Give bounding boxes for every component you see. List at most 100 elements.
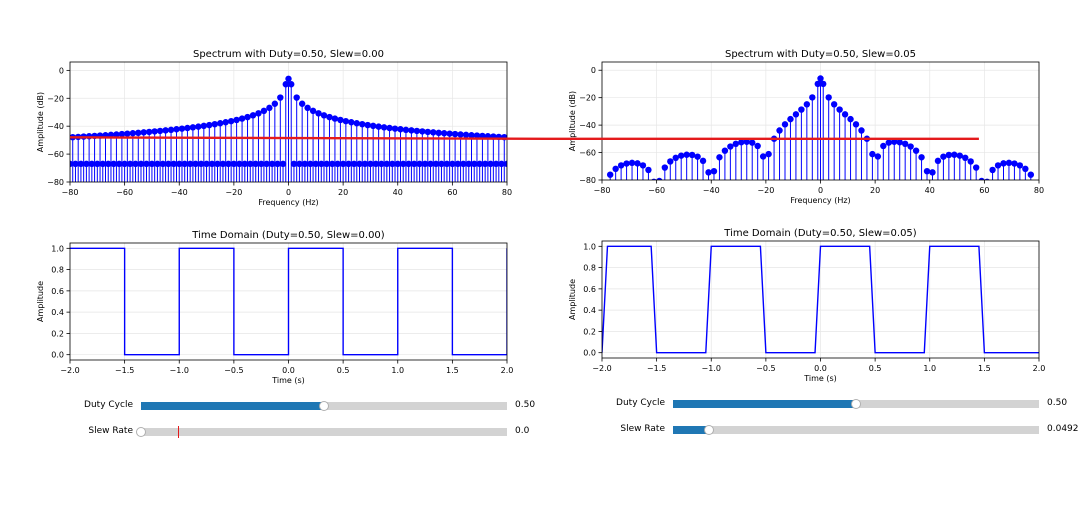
x-tick-label: 0.0 bbox=[814, 364, 827, 373]
stem-marker bbox=[176, 160, 183, 168]
slew-rate-slider[interactable] bbox=[136, 426, 507, 438]
stem-marker bbox=[413, 127, 421, 135]
stem-marker bbox=[394, 160, 401, 168]
stem-marker bbox=[331, 115, 339, 122]
stem-marker bbox=[710, 167, 718, 175]
stem-marker bbox=[923, 167, 931, 175]
stem-marker bbox=[921, 232, 927, 238]
stem-marker bbox=[462, 131, 470, 139]
stem-marker bbox=[503, 160, 507, 168]
stem-marker bbox=[320, 112, 328, 119]
x-tick-label: −1.0 bbox=[170, 366, 189, 375]
stem-marker bbox=[405, 160, 412, 168]
stem-marker bbox=[159, 160, 167, 168]
x-tick-label: 1.5 bbox=[978, 364, 991, 373]
y-tick-label: −80 bbox=[579, 176, 596, 185]
stem-marker bbox=[1005, 159, 1013, 167]
stem-marker bbox=[165, 160, 172, 168]
x-axis-label: Frequency (Hz) bbox=[258, 198, 318, 207]
stem-marker bbox=[323, 160, 330, 168]
stem-marker bbox=[460, 160, 467, 168]
stem-marker bbox=[896, 139, 903, 146]
stem-marker bbox=[369, 122, 377, 130]
stem-marker bbox=[487, 160, 494, 168]
stem-marker bbox=[263, 160, 270, 168]
stem-marker bbox=[678, 152, 685, 159]
stem-marker bbox=[727, 143, 734, 150]
duty-cycle-slider[interactable] bbox=[141, 401, 507, 411]
stem-marker bbox=[457, 131, 464, 138]
duty-cycle-slider-handle[interactable] bbox=[851, 399, 861, 409]
stem-marker bbox=[105, 160, 112, 168]
duty-cycle-value: 0.50 bbox=[515, 400, 536, 410]
stem-marker bbox=[167, 126, 175, 134]
stem-marker bbox=[402, 126, 410, 134]
stem-marker bbox=[1030, 232, 1036, 238]
stem-marker bbox=[247, 160, 254, 168]
slew-rate-slider-handle[interactable] bbox=[704, 425, 714, 435]
y-axis-label: Amplitude (dB) bbox=[568, 91, 577, 151]
stem-marker bbox=[427, 160, 434, 168]
stem-marker bbox=[345, 160, 352, 168]
stem-marker bbox=[626, 232, 632, 238]
stem-marker bbox=[260, 107, 268, 115]
stem-marker bbox=[113, 131, 120, 138]
stem-marker bbox=[943, 232, 949, 238]
y-tick-label: 0.4 bbox=[51, 308, 64, 317]
stem-marker bbox=[976, 232, 982, 238]
duty-cycle-slider[interactable] bbox=[673, 399, 1039, 409]
slew-rate-slider[interactable] bbox=[673, 425, 1039, 435]
stem-marker bbox=[632, 232, 638, 238]
stem-marker bbox=[621, 232, 627, 238]
stem-marker bbox=[732, 140, 740, 148]
x-tick-label: 0 bbox=[286, 188, 291, 197]
stem-marker bbox=[301, 160, 309, 168]
stem-marker bbox=[268, 160, 276, 168]
duty-cycle-label: Duty Cycle bbox=[84, 400, 133, 410]
stem-marker bbox=[339, 160, 347, 168]
slew-rate-slider-handle[interactable] bbox=[136, 427, 146, 437]
stem-marker bbox=[118, 130, 126, 138]
stem-marker bbox=[492, 160, 500, 168]
slew-rate-slider-fill bbox=[673, 426, 709, 434]
x-tick-label: 20 bbox=[870, 186, 880, 195]
y-axis-label: Amplitude (dB) bbox=[36, 92, 45, 152]
stem-marker bbox=[337, 116, 344, 124]
stem-marker bbox=[645, 166, 652, 174]
duty-cycle-slider-handle[interactable] bbox=[319, 401, 329, 411]
slew-rate-label: Slew Rate bbox=[88, 426, 133, 436]
x-tick-label: −60 bbox=[116, 188, 133, 197]
stem-marker bbox=[206, 121, 213, 129]
y-axis-label: Amplitude bbox=[568, 279, 577, 320]
x-tick-label: 0.5 bbox=[869, 364, 882, 373]
slew-rate-initial-marker bbox=[177, 426, 179, 438]
stem-marker bbox=[929, 169, 936, 176]
stem-marker bbox=[787, 115, 794, 123]
stem-marker bbox=[809, 94, 816, 101]
stem-marker bbox=[803, 101, 811, 108]
stem-marker bbox=[970, 232, 976, 238]
stem-marker bbox=[451, 130, 459, 138]
stem-marker bbox=[326, 113, 333, 121]
stem-marker bbox=[901, 140, 909, 148]
stem-marker bbox=[612, 165, 619, 173]
stem-marker bbox=[443, 160, 451, 168]
slew-rate-value: 0.0 bbox=[515, 426, 530, 436]
stem-marker bbox=[830, 101, 838, 108]
stem-marker bbox=[781, 121, 789, 128]
stem-marker bbox=[135, 129, 142, 137]
stem-marker bbox=[285, 75, 292, 82]
stem-marker bbox=[972, 164, 980, 171]
stem-marker bbox=[227, 117, 235, 125]
stem-marker bbox=[348, 119, 355, 126]
stem-marker bbox=[99, 160, 106, 168]
stem-marker bbox=[222, 119, 229, 126]
stem-marker bbox=[181, 160, 188, 168]
stem-marker bbox=[208, 160, 216, 168]
stem-marker bbox=[359, 120, 366, 128]
y-axis-label: Amplitude bbox=[36, 281, 45, 322]
stem-marker bbox=[274, 160, 281, 168]
stem-marker bbox=[918, 154, 925, 161]
stem-marker bbox=[703, 232, 709, 238]
stem-marker bbox=[440, 130, 448, 137]
